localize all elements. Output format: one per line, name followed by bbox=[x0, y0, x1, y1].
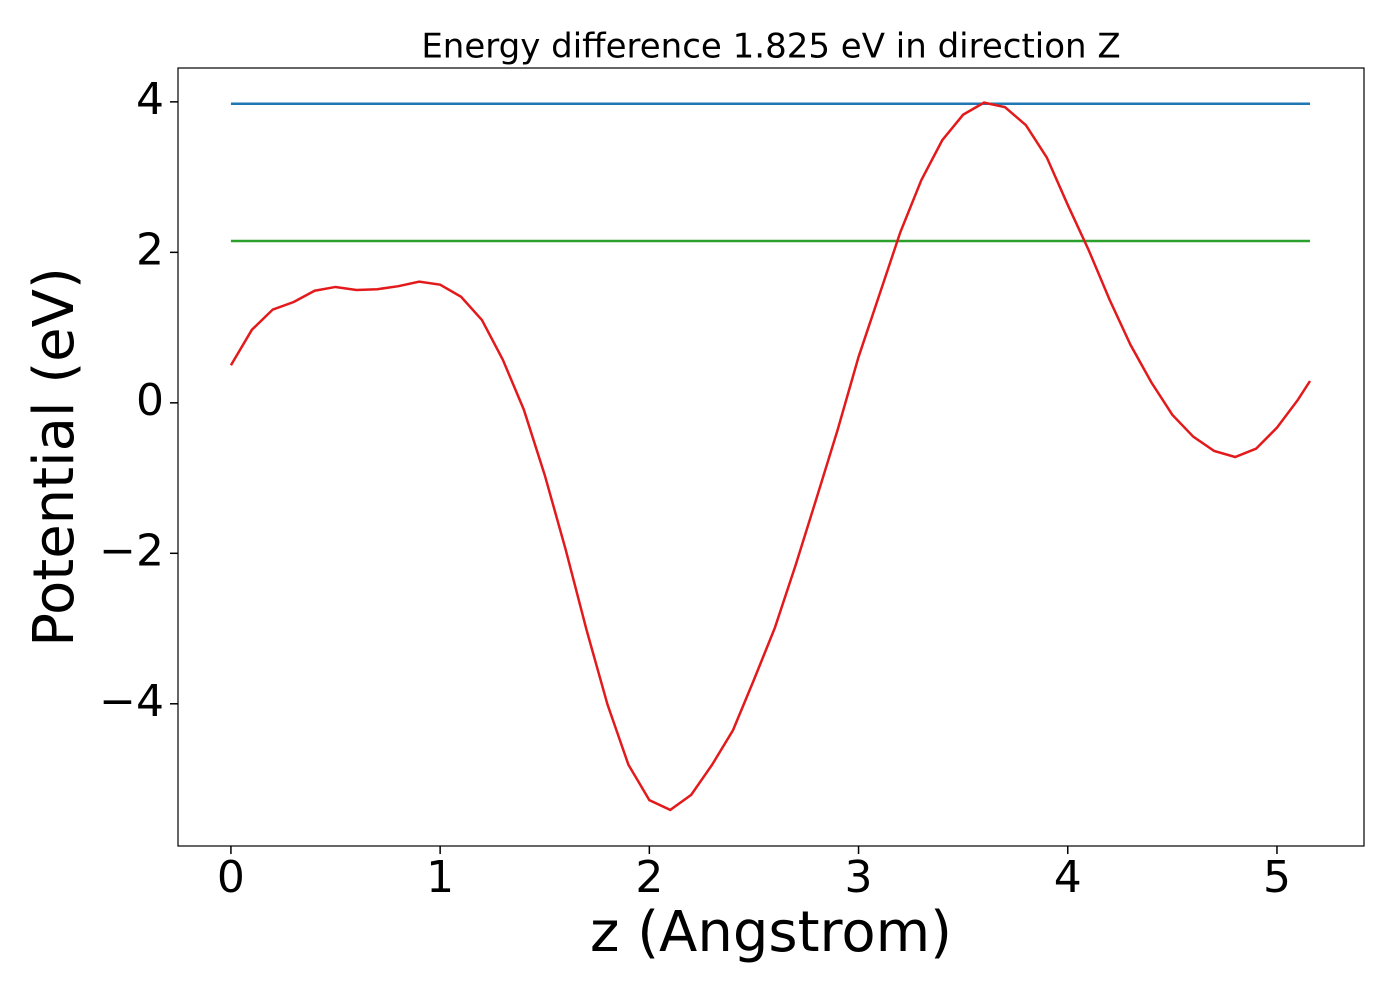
plot-frame bbox=[177, 67, 1365, 847]
y-axis-label: Potential (eV) bbox=[22, 267, 87, 647]
x-axis-label: z (Angstrom) bbox=[590, 900, 952, 965]
x-tick-label: 0 bbox=[217, 852, 245, 903]
y-tick-label: 0 bbox=[136, 375, 164, 426]
x-tick-label: 1 bbox=[426, 852, 454, 903]
x-tick-label: 3 bbox=[845, 852, 873, 903]
chart-title: Energy difference 1.825 eV in direction … bbox=[421, 27, 1120, 67]
y-tick-label: 4 bbox=[136, 74, 164, 125]
x-tick-label: 4 bbox=[1054, 852, 1082, 903]
y-tick-label: −4 bbox=[99, 676, 164, 727]
data-line bbox=[229, 101, 1312, 812]
y-tick-label: 2 bbox=[136, 224, 164, 275]
y-tick-label: −2 bbox=[99, 525, 164, 576]
x-tick-label: 2 bbox=[635, 852, 663, 903]
x-tick-label: 5 bbox=[1263, 852, 1291, 903]
